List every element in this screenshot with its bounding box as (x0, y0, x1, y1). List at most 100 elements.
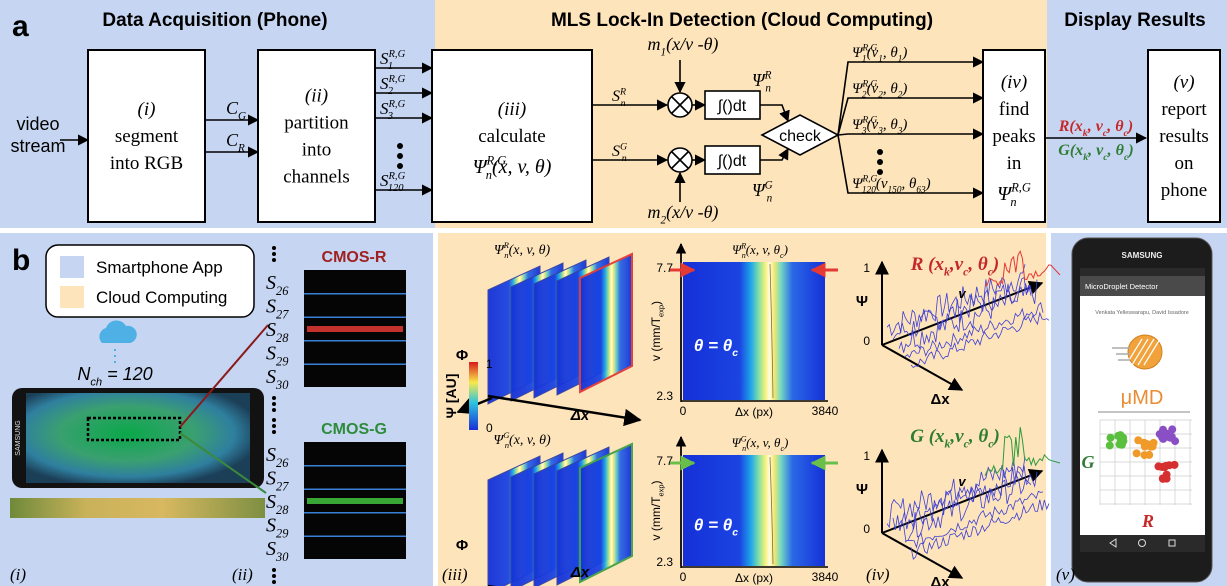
ellipsis-dot (272, 418, 276, 422)
ellipsis-dot (272, 408, 276, 412)
math-sub: 30 (275, 378, 289, 392)
x-tick-label: 3840 (812, 404, 839, 418)
app-title: MicroDroplet Detector (1085, 282, 1158, 291)
status-bar (1080, 268, 1205, 276)
math-part: , θ (901, 176, 917, 192)
math-sub: exp (657, 485, 666, 497)
math-part: S (266, 538, 276, 560)
math-sup: R (764, 69, 772, 81)
box-text: (iv) (1001, 72, 1027, 93)
math-part: ) (991, 254, 999, 275)
box-text: partition (284, 113, 349, 134)
math-sub: 1 (388, 61, 393, 72)
math-sup: R (619, 86, 626, 97)
cluster-dot (1134, 436, 1142, 444)
math-sub: n (767, 192, 773, 204)
math-part: ) (991, 426, 999, 447)
math-sub: 63 (916, 186, 926, 196)
colorbar (469, 362, 478, 430)
y-tick-label: 1 (863, 261, 870, 275)
y-tick-label: 0 (863, 522, 870, 536)
math-sub: n (621, 98, 626, 109)
math-part: (v (867, 45, 879, 61)
x-axis-label: Δx (px) (735, 571, 773, 585)
heatmap (683, 455, 825, 566)
cluster-dot (1145, 451, 1153, 459)
math-part: ) (901, 117, 907, 133)
cluster-dot (1107, 434, 1115, 442)
ellipsis-dot (397, 163, 403, 169)
trace-title: R (xk,vc, θc) (910, 254, 1000, 279)
phone-screen (26, 393, 250, 483)
ellipsis-dot (272, 258, 276, 262)
box-text: segment (115, 126, 179, 147)
math-part: ) (925, 176, 931, 192)
plot-y-label: G (1082, 452, 1095, 472)
box-text: channels (283, 167, 349, 188)
integrator: ∫()dt (717, 98, 747, 115)
math-part: S (266, 515, 276, 537)
cluster-dot (1166, 434, 1174, 442)
math-part: S (266, 491, 276, 513)
math-sup: R,G (388, 171, 406, 182)
plot-x-label: R (1141, 511, 1154, 531)
math-sub: exp (657, 305, 666, 317)
ellipsis-dot (272, 430, 276, 434)
math-sub: G (238, 110, 246, 122)
y-tick-label: 2.3 (656, 555, 673, 569)
cluster-dot (1141, 443, 1149, 451)
channel-strip (10, 498, 265, 518)
math-part: , θ (968, 426, 989, 447)
box-text: results (1159, 126, 1209, 147)
math-part: S (612, 88, 620, 105)
x-tick-label: 0 (680, 570, 687, 584)
math-sub: n (622, 153, 627, 164)
ellipsis-dot (397, 143, 403, 149)
page: aData Acquisition (Phone)MLS Lock-In Det… (0, 0, 1227, 586)
ellipsis-dot (272, 396, 276, 400)
sensor-title: CMOS-R (322, 249, 387, 266)
heatmap (683, 262, 825, 400)
x-tick-label: 3840 (812, 570, 839, 584)
math-part: (x, v, θ (746, 242, 781, 257)
math-sub: n (765, 82, 771, 94)
math-sup: R,G (388, 49, 406, 60)
cluster-dot (1159, 426, 1167, 434)
math-sup: G (620, 141, 627, 152)
integrator: ∫()dt (717, 153, 747, 170)
y-tick-label: 2.3 (656, 389, 673, 403)
ellipsis-dot (272, 424, 276, 428)
math-part: ) (649, 301, 663, 305)
math-sub: 3 (387, 111, 393, 122)
box-text: into (302, 140, 332, 161)
channel-signal-band (307, 498, 403, 504)
math-sub: 2 (388, 86, 394, 97)
panel-sublabel: (iii) (442, 565, 468, 584)
box-text: on (1175, 153, 1195, 174)
cluster-dot (1154, 462, 1162, 470)
math-part: (x, v, θ (746, 435, 781, 450)
phone-brand: SAMSUNG (1122, 251, 1163, 260)
math-part: (x/v -θ) (666, 34, 718, 55)
math-sub: n (1010, 195, 1016, 209)
math-part: (x, v, θ) (509, 433, 551, 448)
cluster-dot (1170, 461, 1178, 469)
check-label: check (779, 128, 822, 145)
math-part: ,v (949, 254, 964, 275)
math-sup: R,G (1010, 181, 1031, 195)
x-axis-label: Δx (px) (735, 405, 773, 419)
y-tick-label: 0 (863, 334, 870, 348)
process-box (258, 50, 375, 222)
diag-axis-label: v (958, 474, 966, 489)
cluster-dot (1117, 438, 1125, 446)
box-text: into RGB (110, 153, 183, 174)
input-label: video (16, 114, 59, 134)
panel-label: a (12, 10, 29, 43)
ellipsis-dot (272, 252, 276, 256)
math-part: , v (1087, 142, 1104, 159)
math-sub: 29 (276, 527, 288, 541)
math-part: , θ (1106, 118, 1124, 135)
math-part: , θ (1107, 142, 1125, 159)
axis-label: Δx (570, 407, 590, 424)
math-part: θ = θ (694, 516, 733, 535)
